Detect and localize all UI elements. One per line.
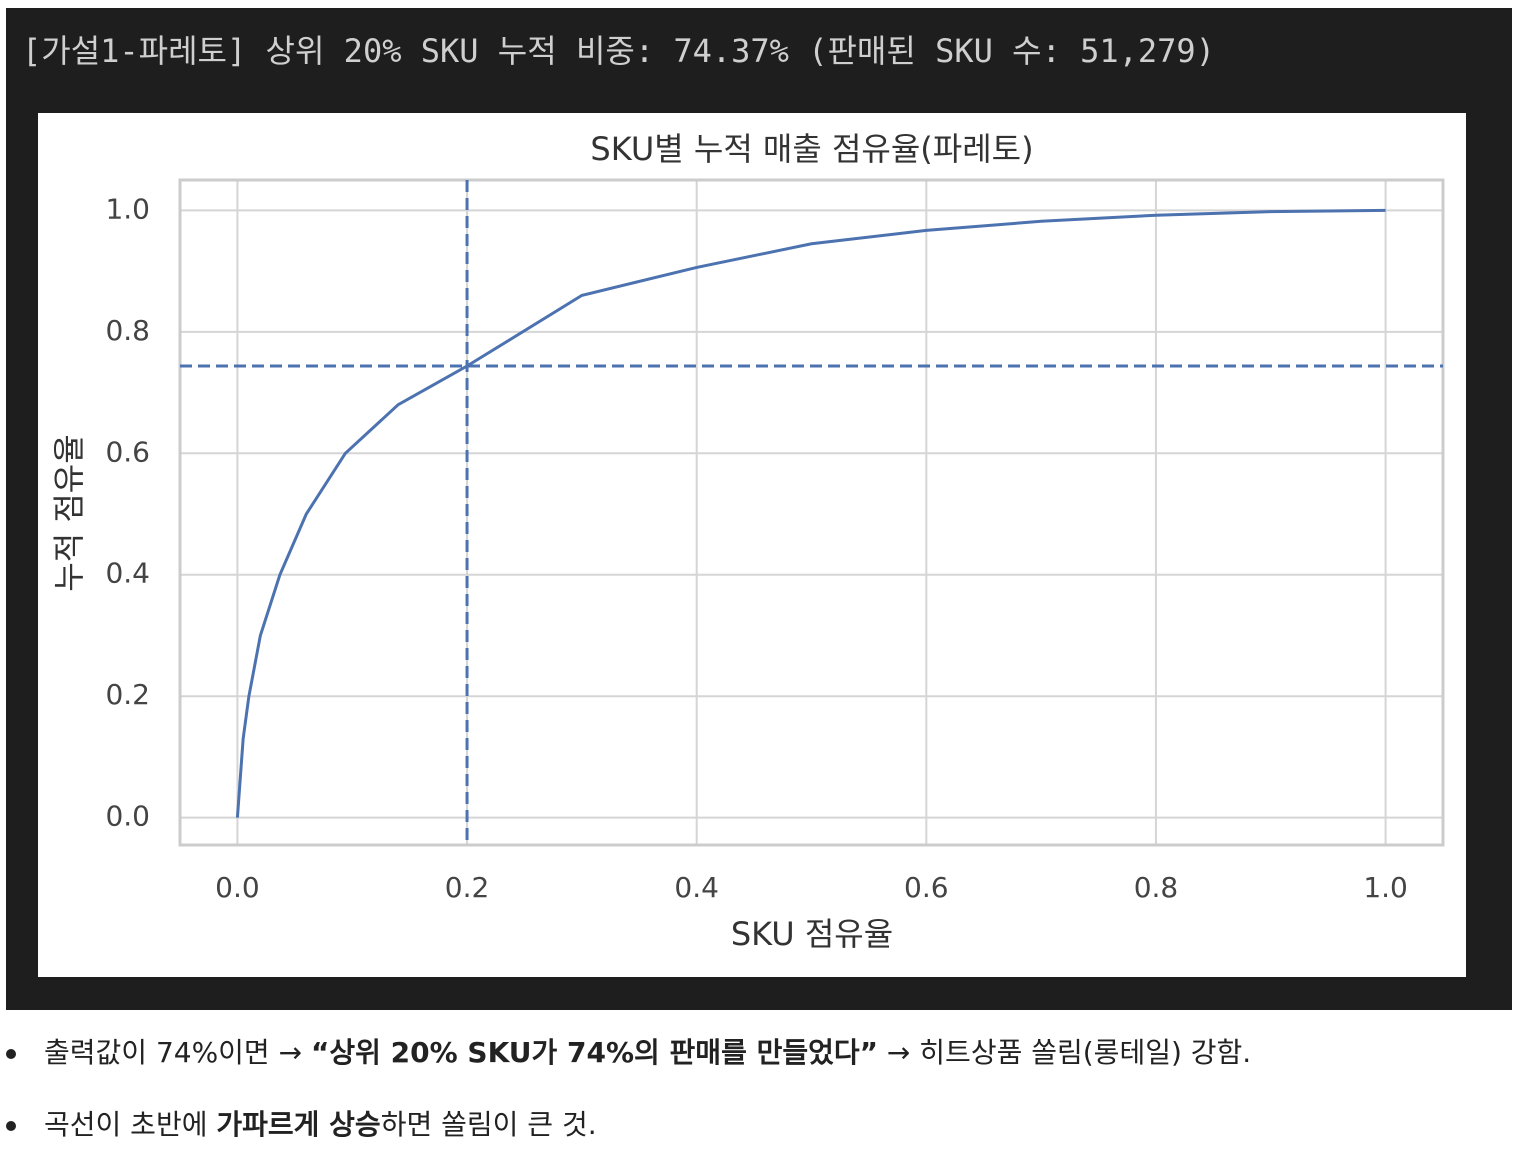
y-tick-label: 0.8 (105, 314, 150, 347)
plot-frame (178, 178, 1445, 847)
chart: SKU별 누적 매출 점유율(파레토) SKU 점유율 누적 점유율 0.0 0.… (38, 113, 1466, 977)
curve (235, 208, 1386, 818)
y-tick-label: 0.6 (105, 435, 150, 468)
y-tick-label: 1.0 (105, 192, 150, 225)
x-tick-label: 0.0 (215, 871, 260, 904)
x-tick-label: 1.0 (1363, 871, 1408, 904)
output-text: [가설1-파레토] 상위 20% SKU 누적 비중: 74.37% (판매된 … (22, 32, 1215, 70)
x-axis-label: SKU 점유율 (731, 915, 893, 953)
page: [가설1-파레토] 상위 20% SKU 누적 비중: 74.37% (판매된 … (5, 8, 1512, 1141)
x-tick-label: 0.2 (445, 871, 490, 904)
bullet-item: 곡선이 초반에 가파르게 상승하면 쏠림이 큰 것. (5, 1100, 1251, 1172)
text: 하면 쏠림이 큰 것. (380, 1108, 597, 1141)
bold-text: “상위 20% SKU가 74%의 판매를 만들었다” (310, 1036, 879, 1069)
text: 출력값이 74%이면 → (44, 1036, 311, 1069)
bold-text: 가파르게 상승 (216, 1108, 381, 1141)
y-tick-label: 0.4 (105, 557, 150, 590)
text: 곡선이 초반에 (44, 1108, 217, 1141)
x-tick-label: 0.6 (904, 871, 949, 904)
x-tick-label: 0.4 (674, 871, 719, 904)
bullet-list: 출력값이 74%이면 → “상위 20% SKU가 74%의 판매를 만들었다”… (0, 1028, 1251, 1172)
text: → 히트상품 쏠림(롱테일) 강함. (878, 1036, 1252, 1069)
y-tick-label: 0.0 (105, 800, 150, 833)
chart-title: SKU별 누적 매출 점유율(파레토) (590, 130, 1033, 168)
y-tick-label: 0.2 (105, 678, 150, 711)
bullet-item: 출력값이 74%이면 → “상위 20% SKU가 74%의 판매를 만들었다”… (5, 1028, 1252, 1100)
y-axis-label: 누적 점유율 (50, 434, 88, 591)
x-tick-label: 0.8 (1134, 871, 1179, 904)
